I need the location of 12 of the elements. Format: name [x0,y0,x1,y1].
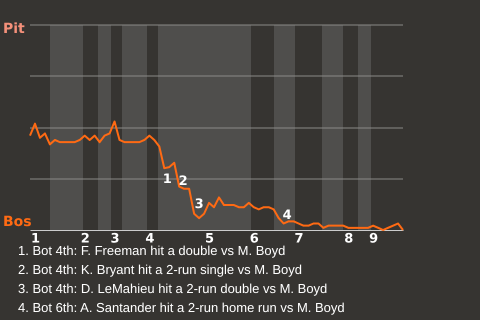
x-tick-label: 7 [294,232,304,246]
text: Pit [3,21,25,37]
annotation: 4 [282,208,292,223]
annotation: Bos [3,214,32,230]
x-tick-label: 8 [344,232,354,246]
text: 2. Bot 4th: K. Bryant hit a 2-run single vs M. Boyd [18,261,303,279]
annotation: 3 [194,196,204,212]
text: 3. Bot 4th: D. LeMahieu hit a 2-run double vs M. Boyd [18,280,328,298]
text: 4. Bot 6th: A. Santander hit a 2-run home run vs M. Boyd [18,299,345,317]
x-tick-label: 9 [369,232,378,246]
annotation: 1 [162,172,172,188]
annotation: 2 [178,174,188,190]
